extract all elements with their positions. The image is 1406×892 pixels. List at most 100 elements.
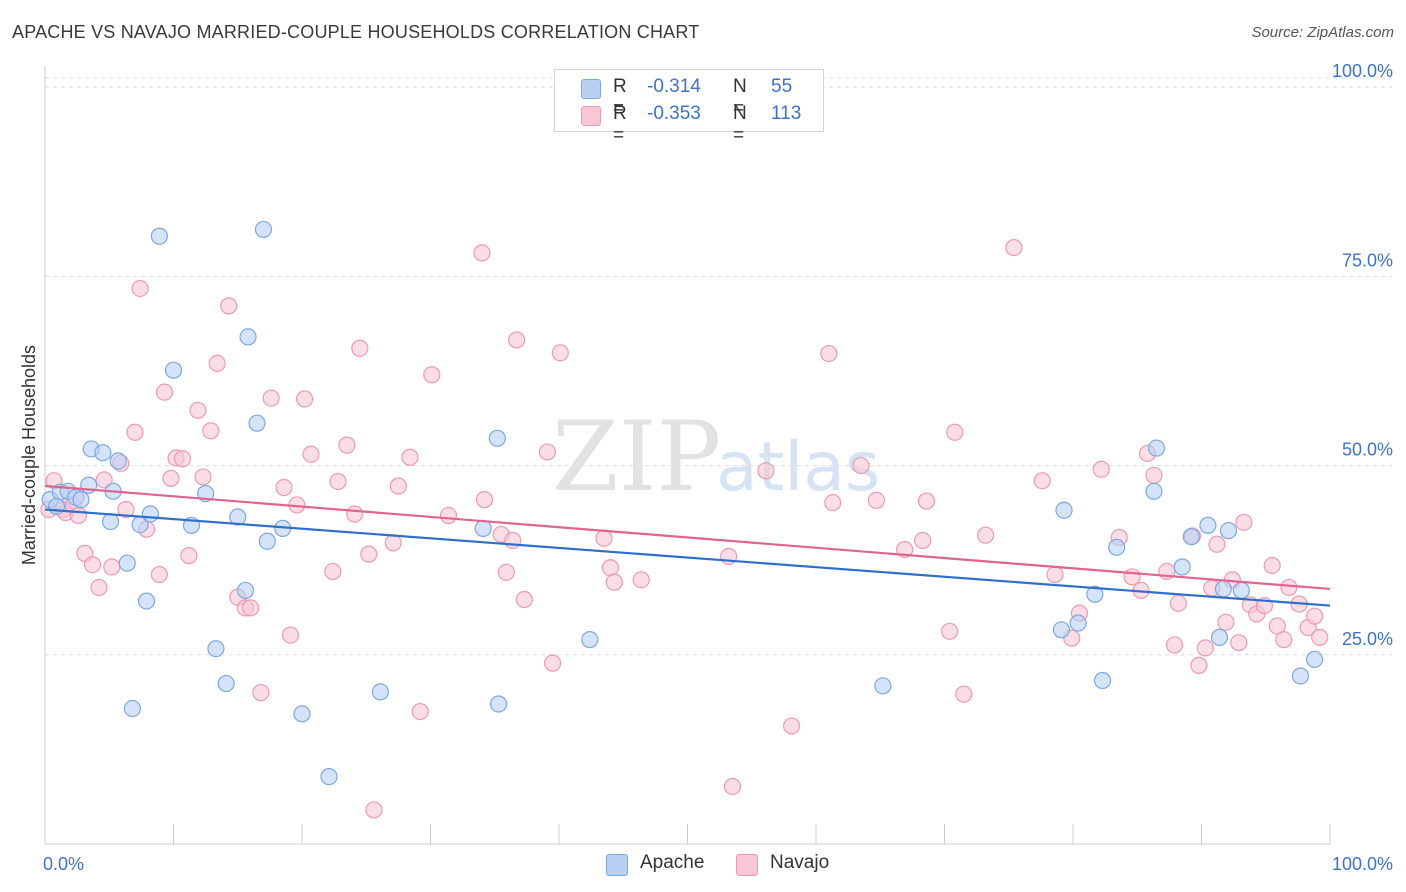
navajo-point bbox=[1145, 466, 1163, 485]
navajo-n-value: 113 bbox=[771, 103, 802, 124]
navajo-point bbox=[757, 462, 775, 480]
apache-legend-label: Apache bbox=[640, 852, 705, 873]
navajo-point bbox=[389, 477, 407, 495]
navajo-point bbox=[346, 505, 364, 523]
apache-point bbox=[1108, 538, 1126, 556]
navajo-point bbox=[1217, 613, 1235, 631]
y-axis-title: Married-couple Households bbox=[19, 345, 39, 565]
navajo-point bbox=[1280, 578, 1298, 597]
navajo-point bbox=[632, 571, 650, 589]
y-tick-label: 75.0% bbox=[1342, 250, 1393, 270]
navajo-point bbox=[605, 573, 623, 591]
navajo-point bbox=[504, 531, 522, 550]
navajo-point bbox=[497, 563, 515, 581]
navajo-point bbox=[103, 558, 121, 576]
apache-point bbox=[320, 768, 338, 786]
navajo-point bbox=[946, 423, 964, 441]
navajo-point bbox=[1235, 513, 1253, 531]
apache-point bbox=[1219, 522, 1238, 540]
navajo-point bbox=[914, 531, 932, 550]
navajo-point bbox=[281, 626, 300, 644]
apache-point bbox=[1069, 614, 1087, 632]
navajo-r-value: -0.353 bbox=[647, 103, 701, 124]
apache-point bbox=[217, 674, 235, 693]
navajo-point bbox=[1033, 472, 1051, 490]
navajo-point bbox=[824, 494, 842, 512]
navajo-point bbox=[360, 545, 378, 563]
y-tick-label: 100.0% bbox=[1332, 61, 1393, 81]
y-tick-label: 50.0% bbox=[1342, 440, 1393, 460]
navajo-point bbox=[1311, 628, 1329, 646]
navajo-point bbox=[365, 801, 383, 819]
navajo-point bbox=[601, 559, 620, 577]
navajo-point bbox=[782, 717, 801, 735]
navajo-point bbox=[475, 491, 494, 509]
watermark-zip: ZIP bbox=[552, 401, 721, 513]
apache-point bbox=[1182, 528, 1200, 546]
apache-point bbox=[47, 497, 66, 516]
navajo-point bbox=[1165, 636, 1184, 654]
navajo-point bbox=[1305, 607, 1324, 625]
apache-point bbox=[207, 640, 225, 658]
trend-lines bbox=[44, 484, 1331, 607]
navajo-point bbox=[302, 445, 320, 463]
navajo-swatch bbox=[581, 106, 601, 126]
navajo-point bbox=[439, 506, 458, 525]
apache-point bbox=[1093, 671, 1112, 690]
apache-point bbox=[488, 429, 506, 447]
navajo-point bbox=[867, 491, 885, 509]
apache-point bbox=[239, 328, 257, 346]
navajo-points bbox=[40, 238, 1329, 819]
navajo-point bbox=[538, 443, 557, 461]
apache-point bbox=[293, 705, 311, 723]
navajo-point bbox=[917, 492, 936, 510]
navajo-trend-line bbox=[44, 484, 1331, 591]
apache-point bbox=[1232, 581, 1250, 600]
navajo-point bbox=[295, 390, 314, 408]
apache-r-label: R = bbox=[613, 76, 627, 119]
apache-point bbox=[581, 631, 599, 649]
navajo-point bbox=[202, 422, 220, 440]
apache-point bbox=[1173, 558, 1191, 576]
navajo-point bbox=[338, 436, 356, 454]
apache-point bbox=[874, 677, 892, 695]
apache-point bbox=[164, 361, 183, 379]
apache-point bbox=[371, 683, 389, 701]
apache-point bbox=[1086, 585, 1104, 603]
navajo-point bbox=[262, 389, 280, 407]
navajo-point bbox=[242, 599, 260, 617]
navajo-point bbox=[324, 562, 342, 581]
axes bbox=[44, 66, 1331, 845]
navajo-point bbox=[401, 448, 419, 466]
navajo-point bbox=[955, 685, 973, 703]
navajo-point bbox=[1263, 556, 1281, 575]
navajo-point bbox=[83, 556, 102, 574]
source-label: Source: ZipAtlas.com bbox=[1251, 24, 1394, 41]
navajo-point bbox=[723, 777, 742, 796]
navajo-point bbox=[252, 684, 270, 702]
navajo-point bbox=[95, 471, 113, 489]
correlation-legend: R = -0.314 N = 55 R = -0.353 N = 113 bbox=[554, 69, 824, 146]
navajo-point bbox=[69, 506, 88, 525]
navajo-point bbox=[515, 590, 533, 609]
apache-point bbox=[137, 592, 156, 610]
apache-point bbox=[118, 554, 136, 572]
navajo-legend-label: Navajo bbox=[770, 852, 830, 873]
apache-point bbox=[1147, 439, 1166, 457]
apache-point bbox=[1214, 580, 1232, 598]
apache-point bbox=[109, 452, 127, 470]
apache-n-value: 55 bbox=[771, 76, 793, 97]
apache-legend-swatch bbox=[606, 854, 628, 876]
navajo-point bbox=[507, 331, 526, 349]
navajo-r-label: R = bbox=[613, 103, 627, 146]
axis-labels: 100.0% 75.0% 50.0% 25.0% 0.0% 100.0% Married-c… bbox=[19, 61, 1393, 874]
navajo-n-label: N = bbox=[733, 103, 747, 146]
navajo-point bbox=[473, 244, 491, 262]
navajo-point bbox=[275, 478, 293, 497]
navajo-point bbox=[423, 366, 441, 384]
apache-swatch bbox=[581, 79, 601, 99]
navajo-point bbox=[543, 654, 562, 672]
apache-point bbox=[248, 414, 266, 432]
navajo-point bbox=[162, 469, 180, 488]
navajo-point bbox=[852, 456, 870, 475]
